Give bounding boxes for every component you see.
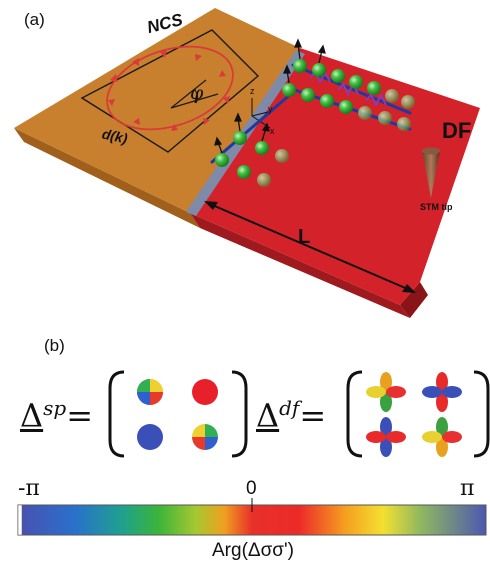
df-clover-icon [422, 372, 462, 412]
magnetic-chain [210, 38, 415, 187]
df-label: DF [442, 118, 472, 143]
axis-z-label: z [250, 86, 255, 96]
stm-tip [422, 147, 440, 198]
df-clover-icon [366, 417, 406, 457]
df-front-edge [190, 213, 410, 318]
length-arrow-line [209, 203, 411, 291]
sp-red-disc-icon [192, 379, 218, 405]
df-matrix-brackets [346, 370, 490, 458]
phi-ray [170, 79, 207, 109]
df-right-edge [400, 282, 428, 318]
sp-blue-disc-icon [137, 424, 163, 450]
panel-a-label: (a) [24, 10, 45, 29]
phi-arc [193, 88, 199, 104]
spin-arrows [108, 50, 230, 131]
phi-label: φ [190, 82, 204, 104]
ncs-surface [14, 8, 300, 213]
delta-sp-equals: = [66, 396, 93, 435]
colorbar-left-cap [17, 504, 23, 536]
colorbar-mid-label: 0 [246, 478, 257, 499]
stm-tip-label: STM tip [420, 202, 453, 212]
df-clover-icon [422, 417, 462, 457]
delta-df-symbol: Δdf= [256, 392, 326, 432]
length-label: L [298, 226, 311, 248]
panel-b-label: (b) [44, 336, 65, 355]
delta-df-base: Δ [256, 396, 280, 435]
sp-matrix-brackets [108, 370, 248, 458]
colorbar-min-label: -π [18, 476, 40, 501]
sp-rainbow-disc-icon [192, 424, 218, 450]
length-arrow-head-right [402, 284, 416, 293]
delta-sp-symbol: Δsp= [20, 392, 93, 432]
axis-x-label: x [270, 126, 275, 136]
brillouin-square [80, 29, 260, 153]
df-clover-icon [366, 372, 406, 412]
colorbar-axis-label: Arg(Δσσ') [212, 540, 294, 561]
delta-sp-base: Δ [20, 396, 44, 435]
spin-texture-ellipse [106, 45, 234, 131]
sp-rainbow-disc-icon [137, 379, 163, 405]
delta-sp-superscript: sp [43, 396, 67, 420]
delta-df-equals: = [299, 396, 327, 435]
length-arrow-head-left [204, 201, 218, 210]
ncs-front-edge [14, 128, 200, 228]
colorbar-max-label: π [460, 476, 475, 501]
phi-baseline [170, 93, 219, 109]
axis-y-label: y [268, 104, 273, 114]
delta-df-superscript: df [279, 396, 300, 420]
